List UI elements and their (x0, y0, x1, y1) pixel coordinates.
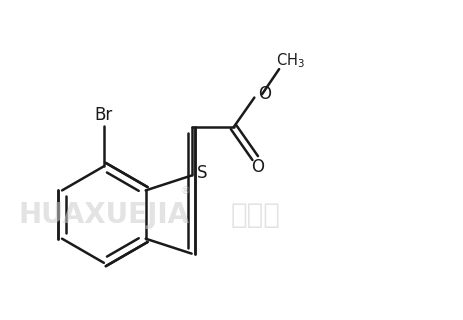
Text: O: O (258, 85, 271, 103)
Text: Br: Br (95, 106, 113, 124)
Text: HUAXUEJIA: HUAXUEJIA (19, 201, 189, 228)
Text: 化学加: 化学加 (231, 201, 281, 228)
Text: S: S (197, 164, 207, 182)
Text: ®: ® (181, 186, 191, 196)
Text: CH$_3$: CH$_3$ (276, 51, 305, 70)
Text: O: O (251, 158, 264, 176)
